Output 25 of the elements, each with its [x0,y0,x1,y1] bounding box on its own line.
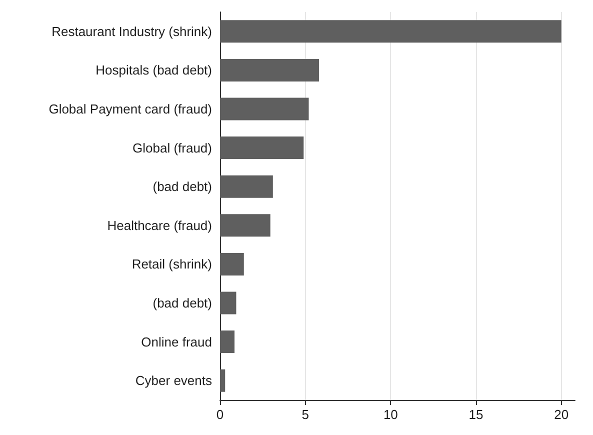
bar [220,175,273,198]
y-tick-label: Restaurant Industry (shrink) [52,24,212,39]
bar [220,252,244,276]
y-tick-label: Global Payment card (fraud) [48,102,212,116]
x-tick-label: 5 [302,407,309,422]
bar [220,20,562,43]
bar [220,136,304,160]
bar [220,369,226,392]
bar [220,292,236,314]
y-tick-label: Online fraud [141,334,212,350]
bar [220,330,235,354]
bar [220,58,319,82]
bar [220,98,309,120]
y-tick-label: Healthcare (fraud) [107,218,212,233]
y-tick-label: Hospitals (bad debt) [96,62,212,78]
y-tick-label: (bad debt) [152,296,212,310]
x-tick-label: 20 [554,407,569,422]
y-tick-label: Global (fraud) [132,140,212,156]
x-tick-label: 0 [216,407,224,422]
y-tick-label: Cyber events [135,373,212,388]
y-tick-label: Retail (shrink) [132,256,212,272]
y-tick-label: (bad debt) [152,179,212,194]
x-tick-label: 10 [383,407,398,422]
x-tick-label: 15 [468,407,484,422]
bar [220,214,270,237]
